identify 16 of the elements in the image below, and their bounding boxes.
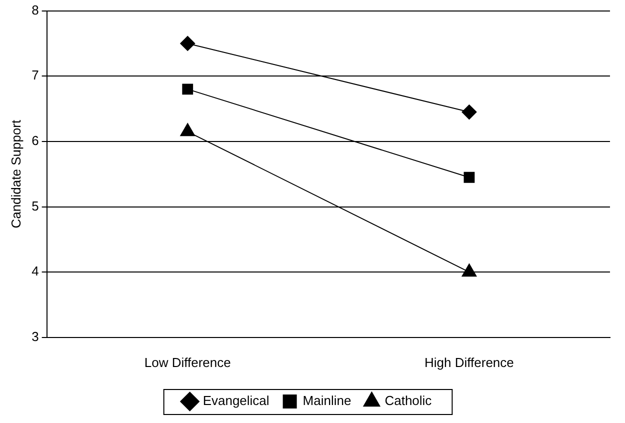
y-axis-title: Candidate Support	[8, 120, 24, 228]
y-tick-label: 8	[32, 2, 39, 18]
legend-label: Catholic	[384, 393, 432, 408]
y-tick-label: 4	[32, 264, 39, 279]
x-tick-label: Low Difference	[144, 354, 231, 370]
point	[464, 172, 475, 183]
x-tick-label: High Difference	[424, 354, 514, 370]
y-tick-label: 5	[32, 198, 39, 214]
point	[462, 104, 477, 120]
point	[180, 36, 196, 51]
point	[182, 84, 194, 95]
legend-label: Evangelical	[202, 393, 270, 408]
y-tick-label: 3	[32, 328, 39, 344]
y-tick-label: 6	[32, 133, 39, 148]
y-tick-label: 7	[32, 68, 39, 83]
legend-label: Mainline	[302, 393, 352, 408]
